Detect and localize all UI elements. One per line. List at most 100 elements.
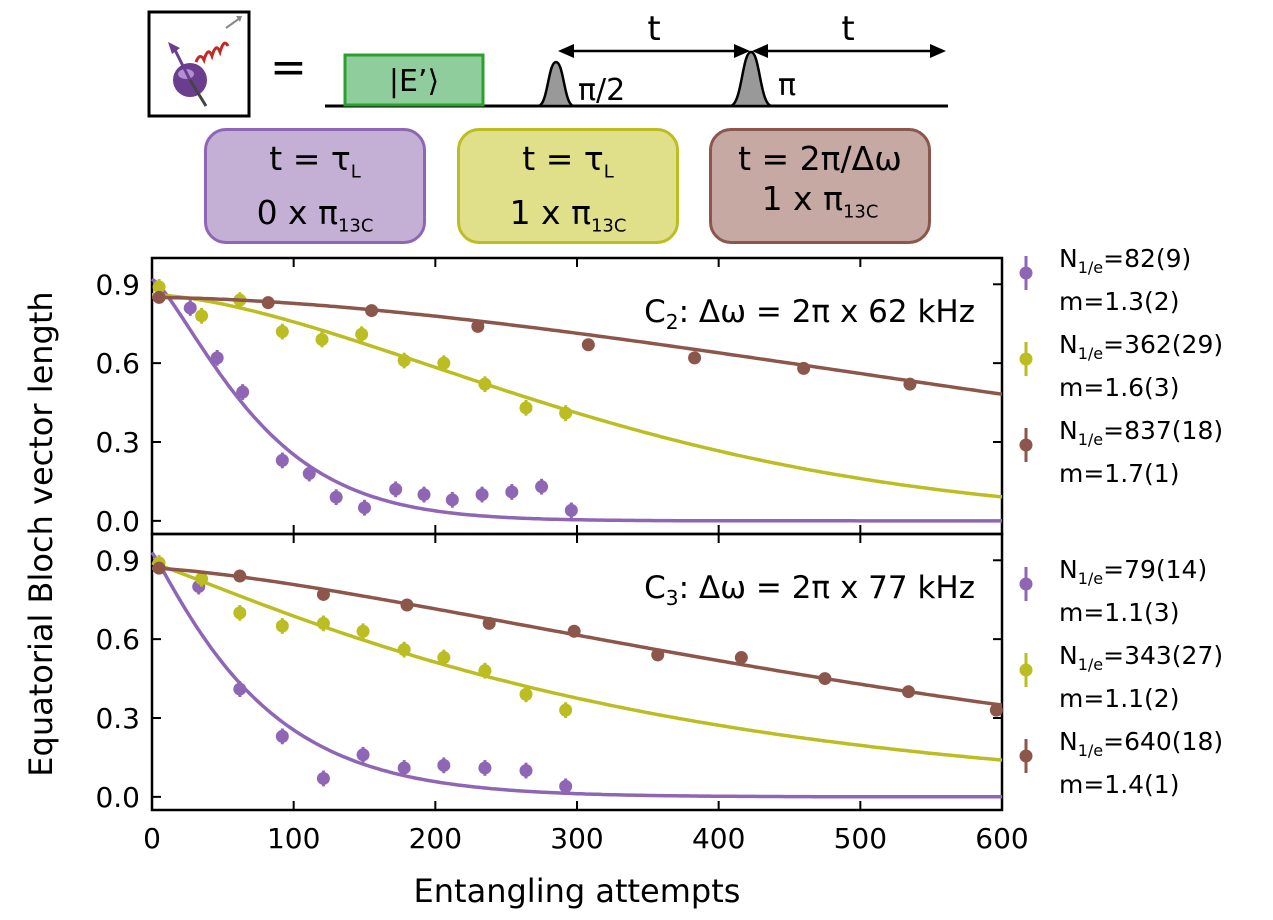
panel-1-point-brown-1 (261, 296, 275, 310)
pulse-pi-label: π (778, 68, 796, 103)
panel-1-point-purple-11 (505, 485, 519, 499)
panel-2-point-purple-6 (437, 758, 451, 772)
legend-1-label-yellow: N1/e=362(29) m=1.6(3) (1059, 330, 1224, 402)
legend-2-marker-purple (1019, 567, 1033, 601)
panel-2-point-yellow-6 (397, 643, 411, 657)
time-label-2: t (841, 9, 854, 49)
panel-1-point-brown-6 (797, 361, 811, 375)
legend-1-entry-brown: N1/e=837(18) m=1.7(1) (1015, 414, 1273, 498)
panel-2-ytick-label-3: 0.9 (95, 544, 140, 577)
panel-2-point-brown-5 (567, 624, 581, 638)
legend-2-label-brown: N1/e=640(18) m=1.4(1) (1059, 727, 1224, 799)
panel-1-point-brown-4 (581, 338, 595, 352)
panel-2-point-purple-4 (356, 748, 370, 762)
panel-2-point-yellow-7 (437, 651, 451, 665)
time-arrow-1 (558, 44, 750, 58)
panel-1-point-yellow-0 (152, 280, 166, 294)
panel-1-point-purple-10 (475, 488, 489, 502)
condition-box-2-line1: t = τL (522, 139, 614, 183)
condition-box-3-line1: t = 2π/Δω (738, 139, 902, 178)
xtick-label-4: 400 (692, 822, 745, 855)
panel-1-point-yellow-5 (355, 327, 369, 341)
panel-1-point-yellow-10 (559, 406, 573, 420)
condition-box-1-line2: 0 x π13C (256, 192, 374, 237)
panel-1-point-purple-5 (329, 490, 343, 504)
legend-1-label-purple: N1/e=82(9) m=1.3(2) (1059, 244, 1192, 316)
panel-1-point-purple-8 (417, 488, 431, 502)
panel-1-point-purple-13 (564, 503, 578, 517)
legend-1-entry-purple: N1/e=82(9) m=1.3(2) (1015, 242, 1273, 326)
spin-photon-icon (147, 10, 251, 118)
panel-2-point-brown-2 (316, 587, 330, 601)
panel-1-point-yellow-6 (397, 354, 411, 368)
panel-2-point-yellow-10 (559, 703, 573, 717)
pulse-pi-half (537, 60, 575, 108)
panel-1-ytick-label-0: 0.0 (95, 505, 140, 538)
panel-1-point-yellow-4 (315, 332, 329, 346)
panel-1-point-purple-7 (389, 482, 403, 496)
panel-1-point-yellow-3 (275, 325, 289, 339)
panel-1-point-purple-4 (302, 467, 316, 481)
panel-1-point-yellow-9 (519, 401, 533, 415)
equals-sign: = (270, 42, 307, 93)
legend-1-marker-brown (1019, 428, 1033, 462)
condition-box-3: t = 2π/Δω 1 x π13C (709, 128, 931, 244)
legend-1-label-brown: N1/e=837(18) m=1.7(1) (1059, 416, 1224, 488)
panel-2-point-yellow-4 (316, 616, 330, 630)
panel-1-point-brown-7 (903, 377, 917, 391)
legend-2-marker-brown (1019, 739, 1033, 773)
panel-1-fit-yellow (151, 293, 1003, 499)
panel-1-point-purple-3 (275, 453, 289, 467)
legend-2-label-purple: N1/e=79(14) m=1.1(3) (1059, 555, 1208, 627)
panel-2-point-yellow-2 (233, 606, 247, 620)
panel-1-point-purple-9 (445, 493, 459, 507)
time-label-1: t (647, 9, 660, 49)
panel-2-ytick-label-0: 0.0 (95, 781, 140, 814)
panel-1-fit-purple (150, 277, 1002, 523)
legend-1-marker-purple (1019, 256, 1033, 290)
panel-2-ytick-label-2: 0.6 (95, 623, 140, 656)
panel-2-point-yellow-8 (478, 664, 492, 678)
panel-2-point-brown-0 (152, 561, 166, 575)
panel-2-point-purple-2 (275, 729, 289, 743)
panel-2-point-purple-9 (559, 779, 573, 793)
xtick-label-2: 200 (409, 822, 462, 855)
panel-1-point-brown-2 (365, 304, 379, 318)
pulse-pi (729, 50, 773, 108)
panel-1-point-purple-0 (183, 301, 197, 315)
panel-1-point-yellow-8 (478, 377, 492, 391)
legend-2-entry-brown: N1/e=640(18) m=1.4(1) (1015, 725, 1273, 809)
panel-2-fit-purple (150, 551, 1002, 799)
panel-2-point-brown-7 (734, 651, 748, 665)
condition-box-2-line2: 1 x π13C (509, 192, 627, 237)
panel-2-point-purple-7 (478, 761, 492, 775)
panel-2-point-purple-1 (233, 682, 247, 696)
panel-2-point-purple-3 (316, 771, 330, 785)
panel-2-point-brown-4 (482, 616, 496, 630)
legend-2-label-yellow: N1/e=343(27) m=1.1(2) (1059, 641, 1224, 713)
condition-box-1-line1: t = τL (269, 139, 361, 183)
panel-1-point-yellow-7 (437, 356, 451, 370)
panel-2-point-yellow-5 (356, 624, 370, 638)
panel-1-point-brown-5 (688, 351, 702, 365)
panel-2-ytick-label-1: 0.3 (95, 702, 140, 735)
panel-1-ytick-label-1: 0.3 (95, 426, 140, 459)
panel-2-point-purple-5 (397, 761, 411, 775)
panel-2-point-yellow-1 (195, 572, 209, 586)
panel-1-point-purple-6 (358, 501, 371, 515)
panel-2-point-yellow-9 (519, 687, 533, 701)
condition-box-2: t = τL 1 x π13C (457, 128, 679, 244)
xtick-label-0: 0 (143, 822, 161, 855)
panel-1-point-brown-0 (152, 290, 166, 304)
panel-1-point-purple-1 (210, 351, 224, 365)
legend-2-marker-yellow (1019, 653, 1033, 687)
panel-1-ytick-label-2: 0.6 (95, 347, 140, 380)
legend-1-marker-yellow (1019, 342, 1033, 376)
panel-1-point-brown-3 (471, 319, 485, 333)
xtick-label-5: 500 (834, 822, 887, 855)
panel-2-fit-yellow (151, 561, 1003, 762)
y-axis-label: Equatorial Bloch vector length (22, 291, 60, 776)
time-arrow-2 (752, 44, 946, 58)
panel-1-annotation: C2: Δω = 2π x 62 kHz (644, 294, 975, 334)
